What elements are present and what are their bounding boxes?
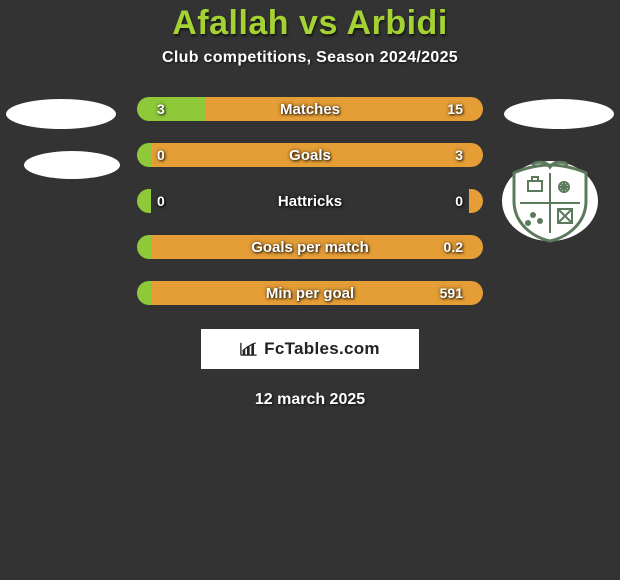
bar-value-right: 591 xyxy=(433,285,463,301)
bar-body: 0 Hattricks 0 xyxy=(151,189,469,213)
bar-body: 3 Matches 15 xyxy=(151,97,469,121)
avatar-placeholder-left-1 xyxy=(6,99,116,129)
bar-label: Min per goal xyxy=(187,285,433,302)
bar-label: Goals per match xyxy=(187,239,433,256)
stat-bar: 0 Goals 3 xyxy=(137,143,483,167)
bar-body: Min per goal 591 xyxy=(151,281,469,305)
bar-cap-left xyxy=(137,281,151,305)
title-player-left: Afallah xyxy=(172,4,289,42)
bar-value-right: 0.2 xyxy=(433,239,463,255)
bar-cap-right xyxy=(469,189,483,213)
bar-cap-left xyxy=(137,143,151,167)
stat-bar: 3 Matches 15 xyxy=(137,97,483,121)
comparison-stage: 3 Matches 15 0 Goals 3 0 xyxy=(0,97,620,305)
bar-text: Min per goal 591 xyxy=(151,281,469,305)
avatar-placeholder-left-2 xyxy=(24,151,120,179)
bar-value-right: 3 xyxy=(433,147,463,163)
bar-cap-right xyxy=(469,143,483,167)
bar-label: Goals xyxy=(187,147,433,164)
bar-cap-left xyxy=(137,235,151,259)
bar-body: Goals per match 0.2 xyxy=(151,235,469,259)
bar-value-right: 0 xyxy=(433,193,463,209)
stat-bar: Min per goal 591 xyxy=(137,281,483,305)
bar-cap-left xyxy=(137,189,151,213)
bar-cap-right xyxy=(469,97,483,121)
watermark: FcTables.com xyxy=(201,329,419,369)
bar-label: Matches xyxy=(187,101,433,118)
title-player-right: Arbidi xyxy=(347,4,448,42)
page-title: Afallah vs Arbidi xyxy=(172,4,448,43)
bar-value-left: 0 xyxy=(157,147,187,163)
stat-bar: 0 Hattricks 0 xyxy=(137,189,483,213)
bar-text: 0 Hattricks 0 xyxy=(151,189,469,213)
bar-label: Hattricks xyxy=(187,193,433,210)
bar-cap-right xyxy=(469,281,483,305)
title-vs: vs xyxy=(299,4,338,42)
stat-bar: Goals per match 0.2 xyxy=(137,235,483,259)
club-crest-right xyxy=(500,159,600,243)
bar-text: 0 Goals 3 xyxy=(151,143,469,167)
bar-text: Goals per match 0.2 xyxy=(151,235,469,259)
bar-value-right: 15 xyxy=(433,101,463,117)
footer-date: 12 march 2025 xyxy=(255,391,365,409)
bar-cap-left xyxy=(137,97,151,121)
bar-body: 0 Goals 3 xyxy=(151,143,469,167)
subtitle: Club competitions, Season 2024/2025 xyxy=(162,49,458,67)
watermark-text: FcTables.com xyxy=(264,339,380,359)
bar-text: 3 Matches 15 xyxy=(151,97,469,121)
bar-value-left: 3 xyxy=(157,101,187,117)
bar-value-left: 0 xyxy=(157,193,187,209)
avatar-placeholder-right xyxy=(504,99,614,129)
barchart-icon xyxy=(240,342,258,356)
bar-cap-right xyxy=(469,235,483,259)
